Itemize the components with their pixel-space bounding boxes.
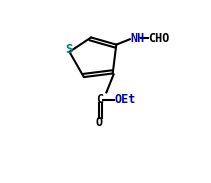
Text: NH: NH: [130, 32, 145, 45]
Text: OEt: OEt: [114, 93, 135, 106]
Text: S: S: [65, 43, 72, 56]
Text: O: O: [96, 116, 103, 129]
Text: CHO: CHO: [148, 32, 170, 45]
Text: C: C: [96, 93, 103, 106]
